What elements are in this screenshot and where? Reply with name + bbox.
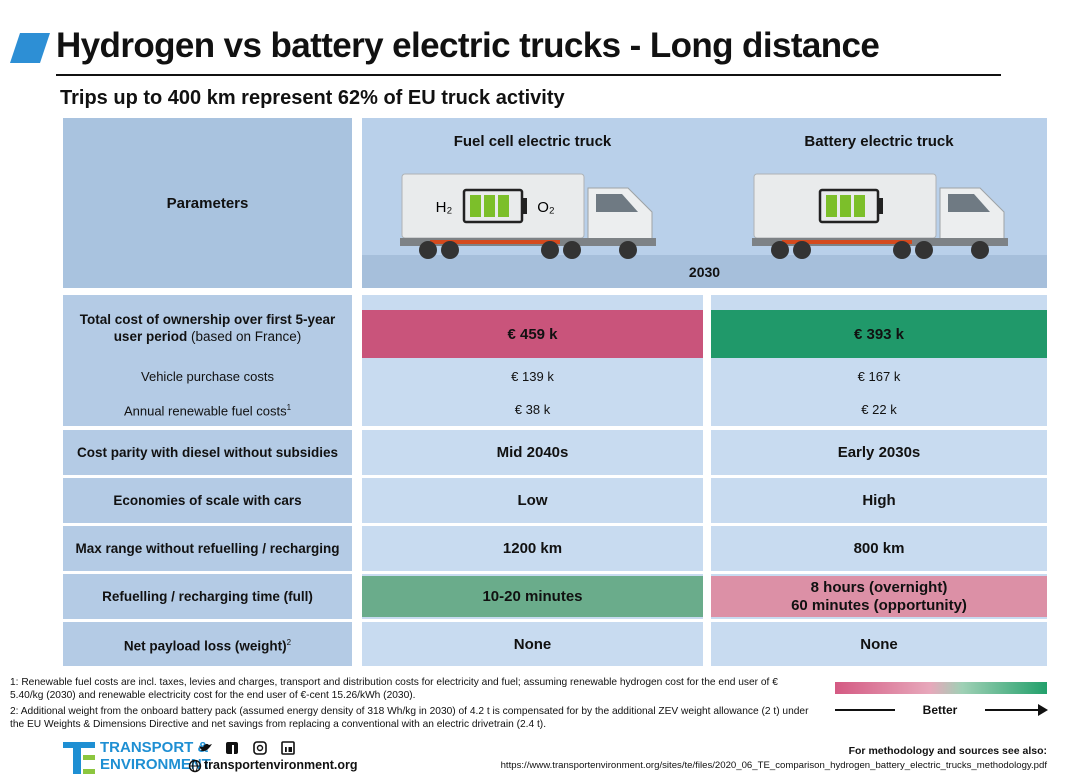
legend-arrow — [835, 704, 1048, 716]
value-text: 10-20 minutes — [482, 588, 583, 605]
fuel-cell-heading: Fuel cell electric truck — [453, 132, 612, 150]
value-text: 60 minutes (opportunity) — [791, 596, 967, 614]
logo-icon — [63, 742, 95, 774]
truck-label-o2: O₂ — [537, 199, 555, 216]
value-cell: 8 hours (overnight) 60 minutes (opportuni… — [711, 574, 1047, 619]
value-cell: None — [711, 622, 1047, 666]
value-text: None — [860, 635, 898, 653]
fuel-cell-truck: H₂ O₂ — [400, 173, 656, 259]
social-icons — [199, 741, 295, 755]
sources-heading: For methodology and sources see also: — [848, 745, 1047, 757]
value-cell: 1200 km — [362, 526, 703, 571]
value-text: 1200 km — [502, 540, 563, 557]
row-label: Vehicle purchase costs — [63, 360, 352, 393]
value-text: Mid 2040s — [496, 444, 569, 461]
value-cell: € 22 k — [711, 393, 1047, 426]
year: 2030 — [362, 255, 1047, 288]
value-cell: € 393 k — [711, 295, 1047, 360]
logo-text: ENVIRONMENT — [100, 756, 211, 773]
title: Hydrogen vs battery electric trucks - Lo… — [56, 26, 880, 65]
row-label-main: Annual renewable fuel costs — [123, 403, 287, 419]
value-cell: Mid 2040s — [362, 430, 703, 475]
row-label: Total cost of ownership over first 5-yea… — [63, 295, 352, 360]
row-label: Annual renewable fuel costs1 — [63, 393, 352, 426]
row-label-text: Net payload loss (weight)2 — [124, 634, 291, 655]
battery-heading: Battery electric truck — [804, 132, 954, 150]
row-label-main: Economies of scale with cars — [113, 493, 302, 508]
row-label-text: Cost parity with diesel without subsidie… — [77, 444, 338, 461]
value-text: Low — [517, 492, 548, 509]
value-text: € 167 k — [857, 369, 901, 384]
battery-truck — [752, 173, 1008, 259]
value-cell: € 38 k — [362, 393, 703, 426]
parameters-heading: Parameters — [63, 118, 352, 288]
highlight: € 459 k — [362, 310, 703, 358]
value-text: € 139 k — [511, 369, 554, 384]
value-cell: Early 2030s — [711, 430, 1047, 475]
row-label-main: Refuelling / recharging time (full) — [102, 589, 313, 604]
footnote-ref: 1 — [286, 403, 292, 413]
row-label-main: Cost parity with diesel without subsidie… — [76, 445, 339, 460]
row-label-note: (based on France) — [190, 328, 302, 344]
value-cell: None — [362, 622, 703, 666]
row-label-text: Annual renewable fuel costs1 — [124, 399, 291, 419]
row-label-text: Vehicle purchase costs — [141, 368, 274, 385]
website: transportenvironment.org — [204, 758, 358, 772]
highlight: 10-20 minutes — [362, 576, 703, 617]
row-label: Cost parity with diesel without subsidie… — [63, 430, 352, 475]
row-label: Refuelling / recharging time (full) — [63, 574, 352, 619]
footnote: 2: Additional weight from the onboard ba… — [10, 706, 809, 730]
sources-url: https://www.transportenvironment.org/sit… — [500, 760, 1047, 771]
footnote-ref: 2 — [286, 637, 292, 647]
value-text: 8 hours (overnight) — [810, 578, 948, 596]
row-label-main: Vehicle purchase costs — [141, 369, 274, 384]
row-label-text: Total cost of ownership over first 5-yea… — [69, 311, 346, 345]
value-cell: € 167 k — [711, 360, 1047, 393]
row-label-text: Refuelling / recharging time (full) — [102, 588, 313, 605]
value-text: € 459 k — [507, 325, 558, 343]
logo-text: TRANSPORT & — [100, 739, 209, 756]
legend-gradient — [835, 682, 1047, 694]
row-label: Max range without refuelling / rechargin… — [63, 526, 352, 571]
value-text: € 22 k — [861, 402, 897, 417]
row-label-main: Total cost of ownership over first 5-yea… — [79, 311, 336, 344]
footnote: 1: Renewable fuel costs are incl. taxes,… — [10, 677, 778, 701]
row-label-main: Net payload loss (weight) — [123, 638, 287, 654]
value-cell: 800 km — [711, 526, 1047, 571]
value-lines: 8 hours (overnight) 60 minutes (opportuni… — [791, 579, 967, 615]
value-text: € 38 k — [514, 402, 551, 417]
value-cell: € 139 k — [362, 360, 703, 393]
row-label: Net payload loss (weight)2 — [63, 622, 352, 666]
row-label-text: Economies of scale with cars — [113, 492, 301, 509]
value-text: Early 2030s — [837, 444, 921, 461]
value-cell: € 459 k — [362, 295, 703, 360]
truck-label-h2: H₂ — [436, 199, 453, 216]
row-label-main: Max range without refuelling / rechargin… — [75, 541, 340, 556]
highlight: 8 hours (overnight) 60 minutes (opportuni… — [711, 576, 1047, 617]
value-cell: Low — [362, 478, 703, 523]
title-icon — [10, 33, 50, 63]
value-text: 800 km — [853, 540, 905, 557]
value-cell: High — [711, 478, 1047, 523]
value-text: None — [513, 635, 552, 653]
globe-icon — [188, 759, 202, 773]
row-label: Economies of scale with cars — [63, 478, 352, 523]
title-underline — [56, 74, 1001, 76]
subtitle: Trips up to 400 km represent 62% of EU t… — [60, 87, 565, 109]
value-text: € 393 k — [853, 325, 905, 343]
legend-label: Better — [922, 703, 958, 717]
value-text: High — [862, 492, 896, 509]
highlight: € 393 k — [711, 310, 1047, 358]
row-label-text: Max range without refuelling / rechargin… — [75, 540, 339, 557]
value-cell: 10-20 minutes — [362, 574, 703, 619]
